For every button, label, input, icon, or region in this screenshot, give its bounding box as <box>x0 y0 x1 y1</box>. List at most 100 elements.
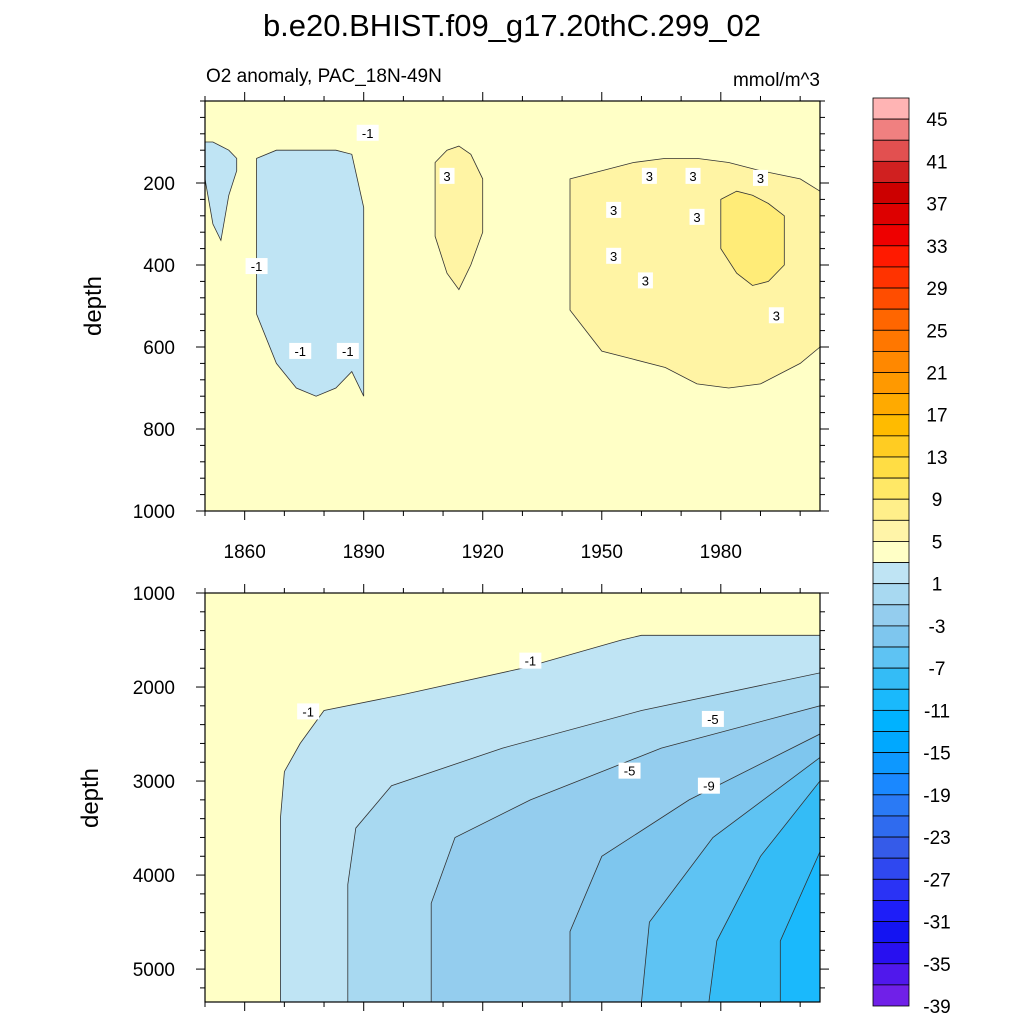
colorbar-swatch <box>872 709 910 732</box>
colorbar-swatch <box>872 963 910 986</box>
contour-label-box <box>245 258 268 275</box>
colorbar-swatch <box>872 118 910 141</box>
colorbar-label: -39 <box>923 997 950 1018</box>
colorbar-swatch <box>872 97 910 120</box>
x-tick-label: 1920 <box>462 542 504 563</box>
colorbar-label: 45 <box>926 110 947 131</box>
y-tick-label: 5000 <box>133 960 175 981</box>
contour-region-pos5-4 <box>720 190 785 286</box>
colorbar-swatch <box>872 794 910 817</box>
contour-fills <box>280 634 820 1002</box>
x-tick-label: 1890 <box>343 542 385 563</box>
upper-subtitle-right: mmol/m^3 <box>733 70 820 91</box>
contour-label-box <box>606 201 622 218</box>
colorbar-label: 1 <box>932 575 943 596</box>
contour-label: 3 <box>642 273 649 288</box>
colorbar-swatch <box>872 604 910 627</box>
colorbar-swatch <box>872 562 910 585</box>
y-tick-label: 1000 <box>133 502 175 523</box>
colorbar: 45 41 37 33 29 25 21 17 13 9 5 1 -3 -7 -11 -15 -19 -23 -27… <box>872 97 951 1018</box>
colorbar-label: 9 <box>932 490 943 511</box>
y-tick-label: 2000 <box>133 678 175 699</box>
colorbar-label: 5 <box>932 532 943 553</box>
contour-label-box <box>697 777 720 794</box>
colorbar-swatch <box>872 688 910 711</box>
y-tick-label: 4000 <box>133 866 175 887</box>
colorbar-swatch <box>872 308 910 331</box>
contour-label-box <box>297 703 320 720</box>
colorbar-label: -23 <box>923 828 950 849</box>
contour-region-neg1-0 <box>256 149 365 397</box>
colorbar-label: 21 <box>926 364 947 385</box>
plot-frame <box>204 100 821 512</box>
contour-label: 3 <box>773 308 780 323</box>
colorbar-label: 25 <box>926 321 947 342</box>
colorbar-swatch <box>872 667 910 690</box>
y-tick-label: 800 <box>143 420 175 441</box>
colorbar-label: -19 <box>923 786 950 807</box>
colorbar-swatch <box>872 182 910 204</box>
contour-label: -1 <box>302 704 314 719</box>
contour-label-box <box>618 762 641 779</box>
contour-label: -1 <box>251 259 263 274</box>
contour-label-box <box>606 247 622 264</box>
contour-label: -1 <box>525 654 537 669</box>
colorbar-swatch <box>872 372 910 395</box>
colorbar-swatch <box>872 519 910 542</box>
x-tick-label: 1950 <box>581 542 623 563</box>
contour-label-box <box>336 342 359 359</box>
contour-label: 3 <box>689 169 696 184</box>
colorbar-swatch <box>872 160 910 183</box>
y-tick-label: 3000 <box>133 772 175 793</box>
y-axis-label: depth <box>77 768 104 828</box>
contour-label-box <box>768 307 784 324</box>
y-axis-label: depth <box>80 276 107 336</box>
plot-frame <box>204 592 821 1003</box>
colorbar-swatch <box>872 266 910 289</box>
contour-label: -5 <box>624 764 636 779</box>
contour-fills <box>205 141 820 397</box>
colorbar-swatch <box>872 815 910 838</box>
colorbar-label: 33 <box>926 237 947 258</box>
colorbar-label: 37 <box>926 195 947 216</box>
contour-label: -5 <box>707 712 719 727</box>
colorbar-swatch <box>872 287 910 310</box>
contour-region-neg1-1 <box>205 141 238 242</box>
contour-label: -1 <box>342 344 354 359</box>
contour-label-box <box>439 167 455 184</box>
colorbar-swatch <box>872 414 910 437</box>
colorbar-swatch <box>872 773 910 796</box>
contour-label-box <box>752 169 768 186</box>
x-tick-label: 1860 <box>224 542 266 563</box>
y-tick-label: 600 <box>143 338 175 359</box>
contour-label-box <box>289 342 312 359</box>
colorbar-swatch <box>872 435 910 458</box>
colorbar-label: -35 <box>923 955 950 976</box>
colorbar-swatch <box>872 350 910 373</box>
colorbar-swatch <box>872 921 910 944</box>
colorbar-swatch <box>872 836 910 859</box>
colorbar-swatch <box>872 329 910 352</box>
colorbar-swatch <box>872 203 910 226</box>
colorbar-swatch <box>872 498 910 521</box>
colorbar-swatch <box>872 878 910 901</box>
colorbar-label: 41 <box>926 152 947 173</box>
lower-panel: -1 -1 -5 -5 -9 1000 2000 3000 4000 5000 depth <box>77 584 829 1011</box>
colorbar-label: -15 <box>923 744 950 765</box>
contour-label-box <box>637 272 653 289</box>
colorbar-label: -11 <box>924 701 950 722</box>
contour-label: 3 <box>610 249 617 264</box>
colorbar-swatch <box>872 857 910 880</box>
contour-label: -9 <box>703 779 715 794</box>
y-tick-label: 400 <box>143 256 175 277</box>
upper-panel: -1 -1 -1 -1 3 3 3 3 3 3 3 3 3 1860 1890 1920 1950 1980 200… <box>80 92 829 563</box>
contour-label: -1 <box>294 344 306 359</box>
figure-title: b.e20.BHIST.f09_g17.20thC.299_02 <box>263 8 761 43</box>
colorbar-label: -31 <box>923 913 950 934</box>
x-tick-label: 1980 <box>700 542 742 563</box>
contour-label: 3 <box>693 210 700 225</box>
colorbar-label: 29 <box>926 279 947 300</box>
contour-label: -1 <box>362 126 374 141</box>
colorbar-swatch <box>872 984 910 1007</box>
contour-label: 3 <box>443 169 450 184</box>
